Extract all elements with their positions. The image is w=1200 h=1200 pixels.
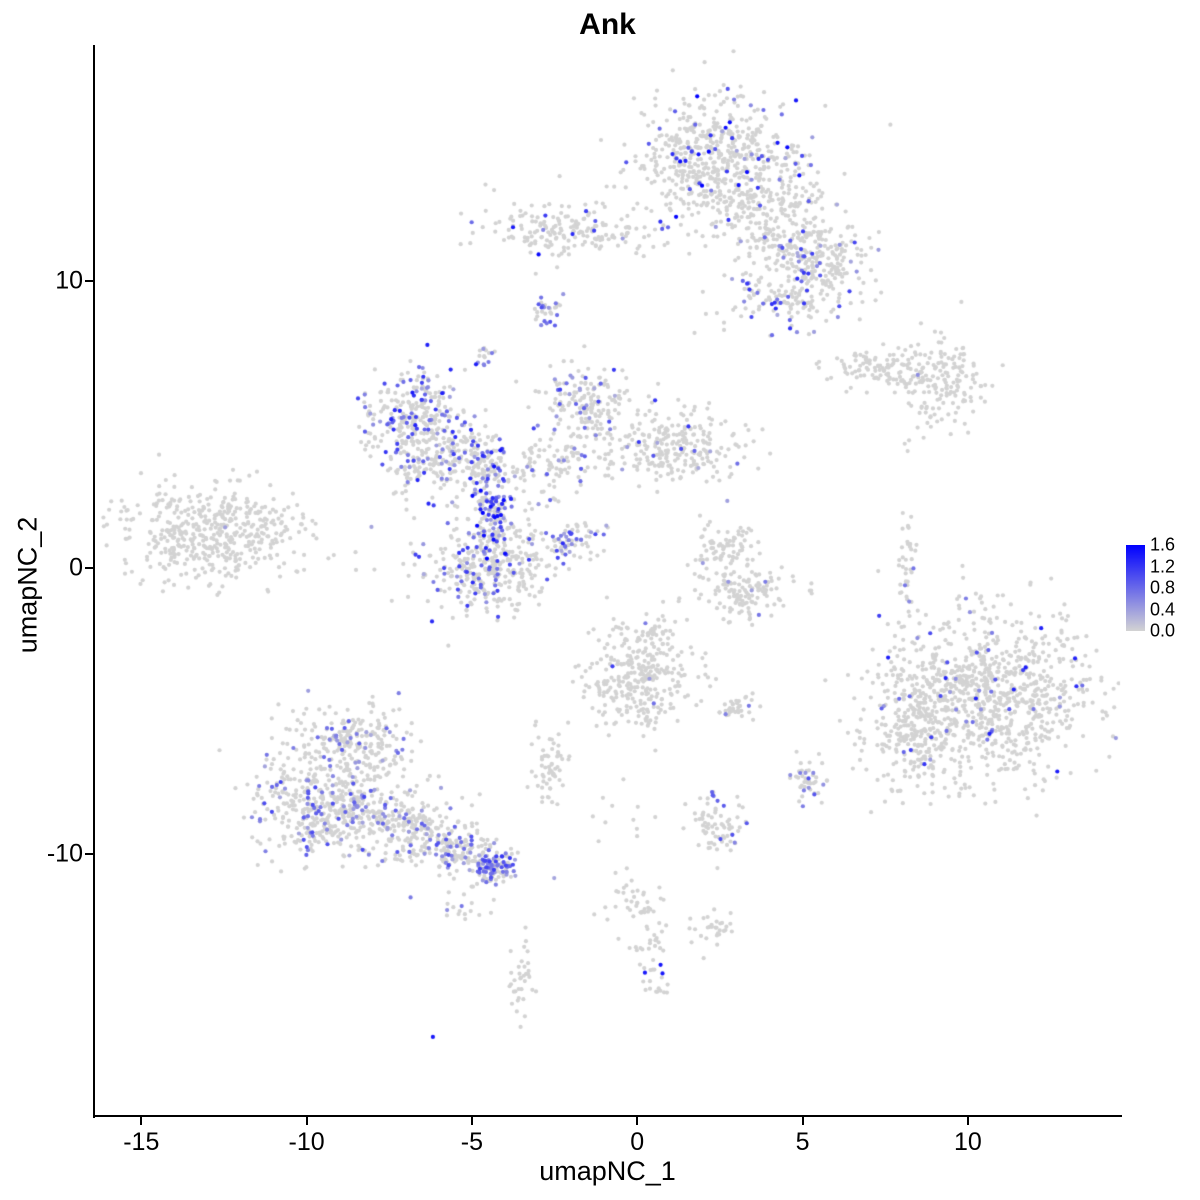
y-tick-label: -10 [46, 839, 83, 868]
y-tick-mark [85, 853, 93, 856]
y-tick-mark [85, 280, 93, 283]
x-tick-label: -5 [460, 1128, 484, 1156]
legend-tick-label: 0.4 [1150, 599, 1176, 619]
x-axis-title: umapNC_1 [539, 1156, 676, 1186]
x-tick-label: 10 [953, 1128, 982, 1156]
legend-tick-label: 0.0 [1150, 620, 1176, 641]
x-tick-label: 0 [630, 1128, 645, 1156]
legend-tick-label: 1.2 [1150, 556, 1176, 576]
x-tick-mark [470, 1117, 473, 1125]
y-tick-label: 10 [55, 266, 83, 295]
y-axis-line [93, 45, 95, 1118]
legend-tick-label: 1.6 [1150, 534, 1176, 555]
x-tick-mark [305, 1117, 308, 1125]
x-tick-mark [966, 1117, 969, 1125]
colorbar-gradient [1126, 545, 1145, 631]
x-tick-label: -15 [123, 1128, 160, 1156]
y-tick-mark [85, 566, 93, 569]
y-axis-title: umapNC_2 [12, 516, 43, 654]
x-tick-label: 5 [795, 1128, 810, 1156]
colorbar-legend: 1.6 1.2 0.8 0.4 0.0 [1126, 535, 1200, 641]
y-tick-label: 0 [69, 553, 83, 582]
legend-tick-label: 0.8 [1150, 577, 1176, 598]
x-tick-mark [801, 1117, 804, 1125]
x-tick-label: -10 [288, 1128, 325, 1156]
x-tick-mark [636, 1117, 639, 1125]
x-tick-mark [140, 1117, 143, 1125]
x-axis-line [93, 1115, 1122, 1117]
